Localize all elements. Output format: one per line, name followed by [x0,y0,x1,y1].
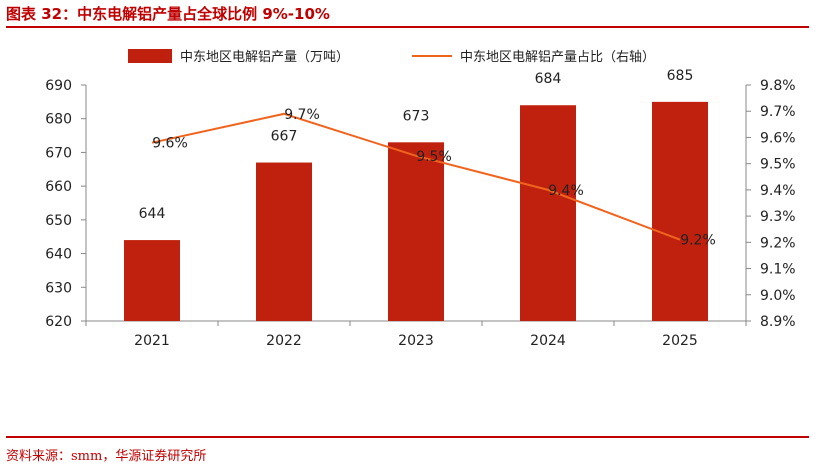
legend-label-line: 中东地区电解铝产量占比（右轴） [460,50,655,65]
bar-data-label: 673 [403,108,430,124]
bar-data-label: 684 [535,71,562,87]
y-left-tick-label: 660 [45,179,72,195]
line-data-label: 9.5% [416,149,452,165]
line-data-label: 9.6% [152,136,188,152]
y-right-tick-label: 9.5% [760,157,796,173]
y-right-tick-label: 9.8% [760,78,796,94]
y-right-tick-label: 9.0% [760,288,796,304]
y-left-tick-label: 620 [45,314,72,330]
y-left-tick-label: 630 [45,280,72,296]
x-tick-label: 2025 [662,333,698,349]
y-right-tick-label: 8.9% [760,314,796,330]
footer-rule [6,436,809,438]
x-tick-label: 2022 [266,333,302,349]
bar [124,240,180,321]
y-right-tick-label: 9.3% [760,209,796,225]
bar [388,142,444,321]
line-data-label: 9.2% [680,233,716,249]
y-right-tick-label: 9.7% [760,104,796,120]
bar-data-label: 685 [667,68,694,84]
y-right-tick-label: 9.6% [760,130,796,146]
y-left-tick-label: 680 [45,112,72,128]
bar [520,105,576,321]
bar [652,101,708,321]
y-left-tick-label: 640 [45,247,72,263]
chart: 中东地区电解铝产量（万吨） 中东地区电解铝产量占比（右轴） 620 630 640 650… [45,49,796,349]
legend-swatch-bar [128,49,172,63]
y-left-tick-label: 690 [45,78,72,94]
bar-data-label: 644 [139,206,166,222]
line-data-label: 9.4% [548,183,584,199]
y-left-tick-label: 650 [45,213,72,229]
y-left-tick-label: 670 [45,145,72,161]
bar [256,162,312,321]
x-tick-label: 2023 [398,333,434,349]
y-right-tick-label: 9.1% [760,262,796,278]
title-rule [6,26,809,28]
chart-title: 图表 32：中东电解铝产量占全球比例 9%-10% [6,5,330,23]
legend-label-bar: 中东地区电解铝产量（万吨） [180,50,349,65]
source-note: 资料来源：smm，华源证券研究所 [6,449,207,464]
y-right-tick-label: 9.4% [760,183,796,199]
y-right-tick-label: 9.2% [760,235,796,251]
x-tick-label: 2024 [530,333,566,349]
bar-data-label: 667 [271,129,298,145]
line-data-label: 9.7% [284,107,320,123]
x-tick-label: 2021 [134,333,170,349]
line-series [151,112,681,241]
